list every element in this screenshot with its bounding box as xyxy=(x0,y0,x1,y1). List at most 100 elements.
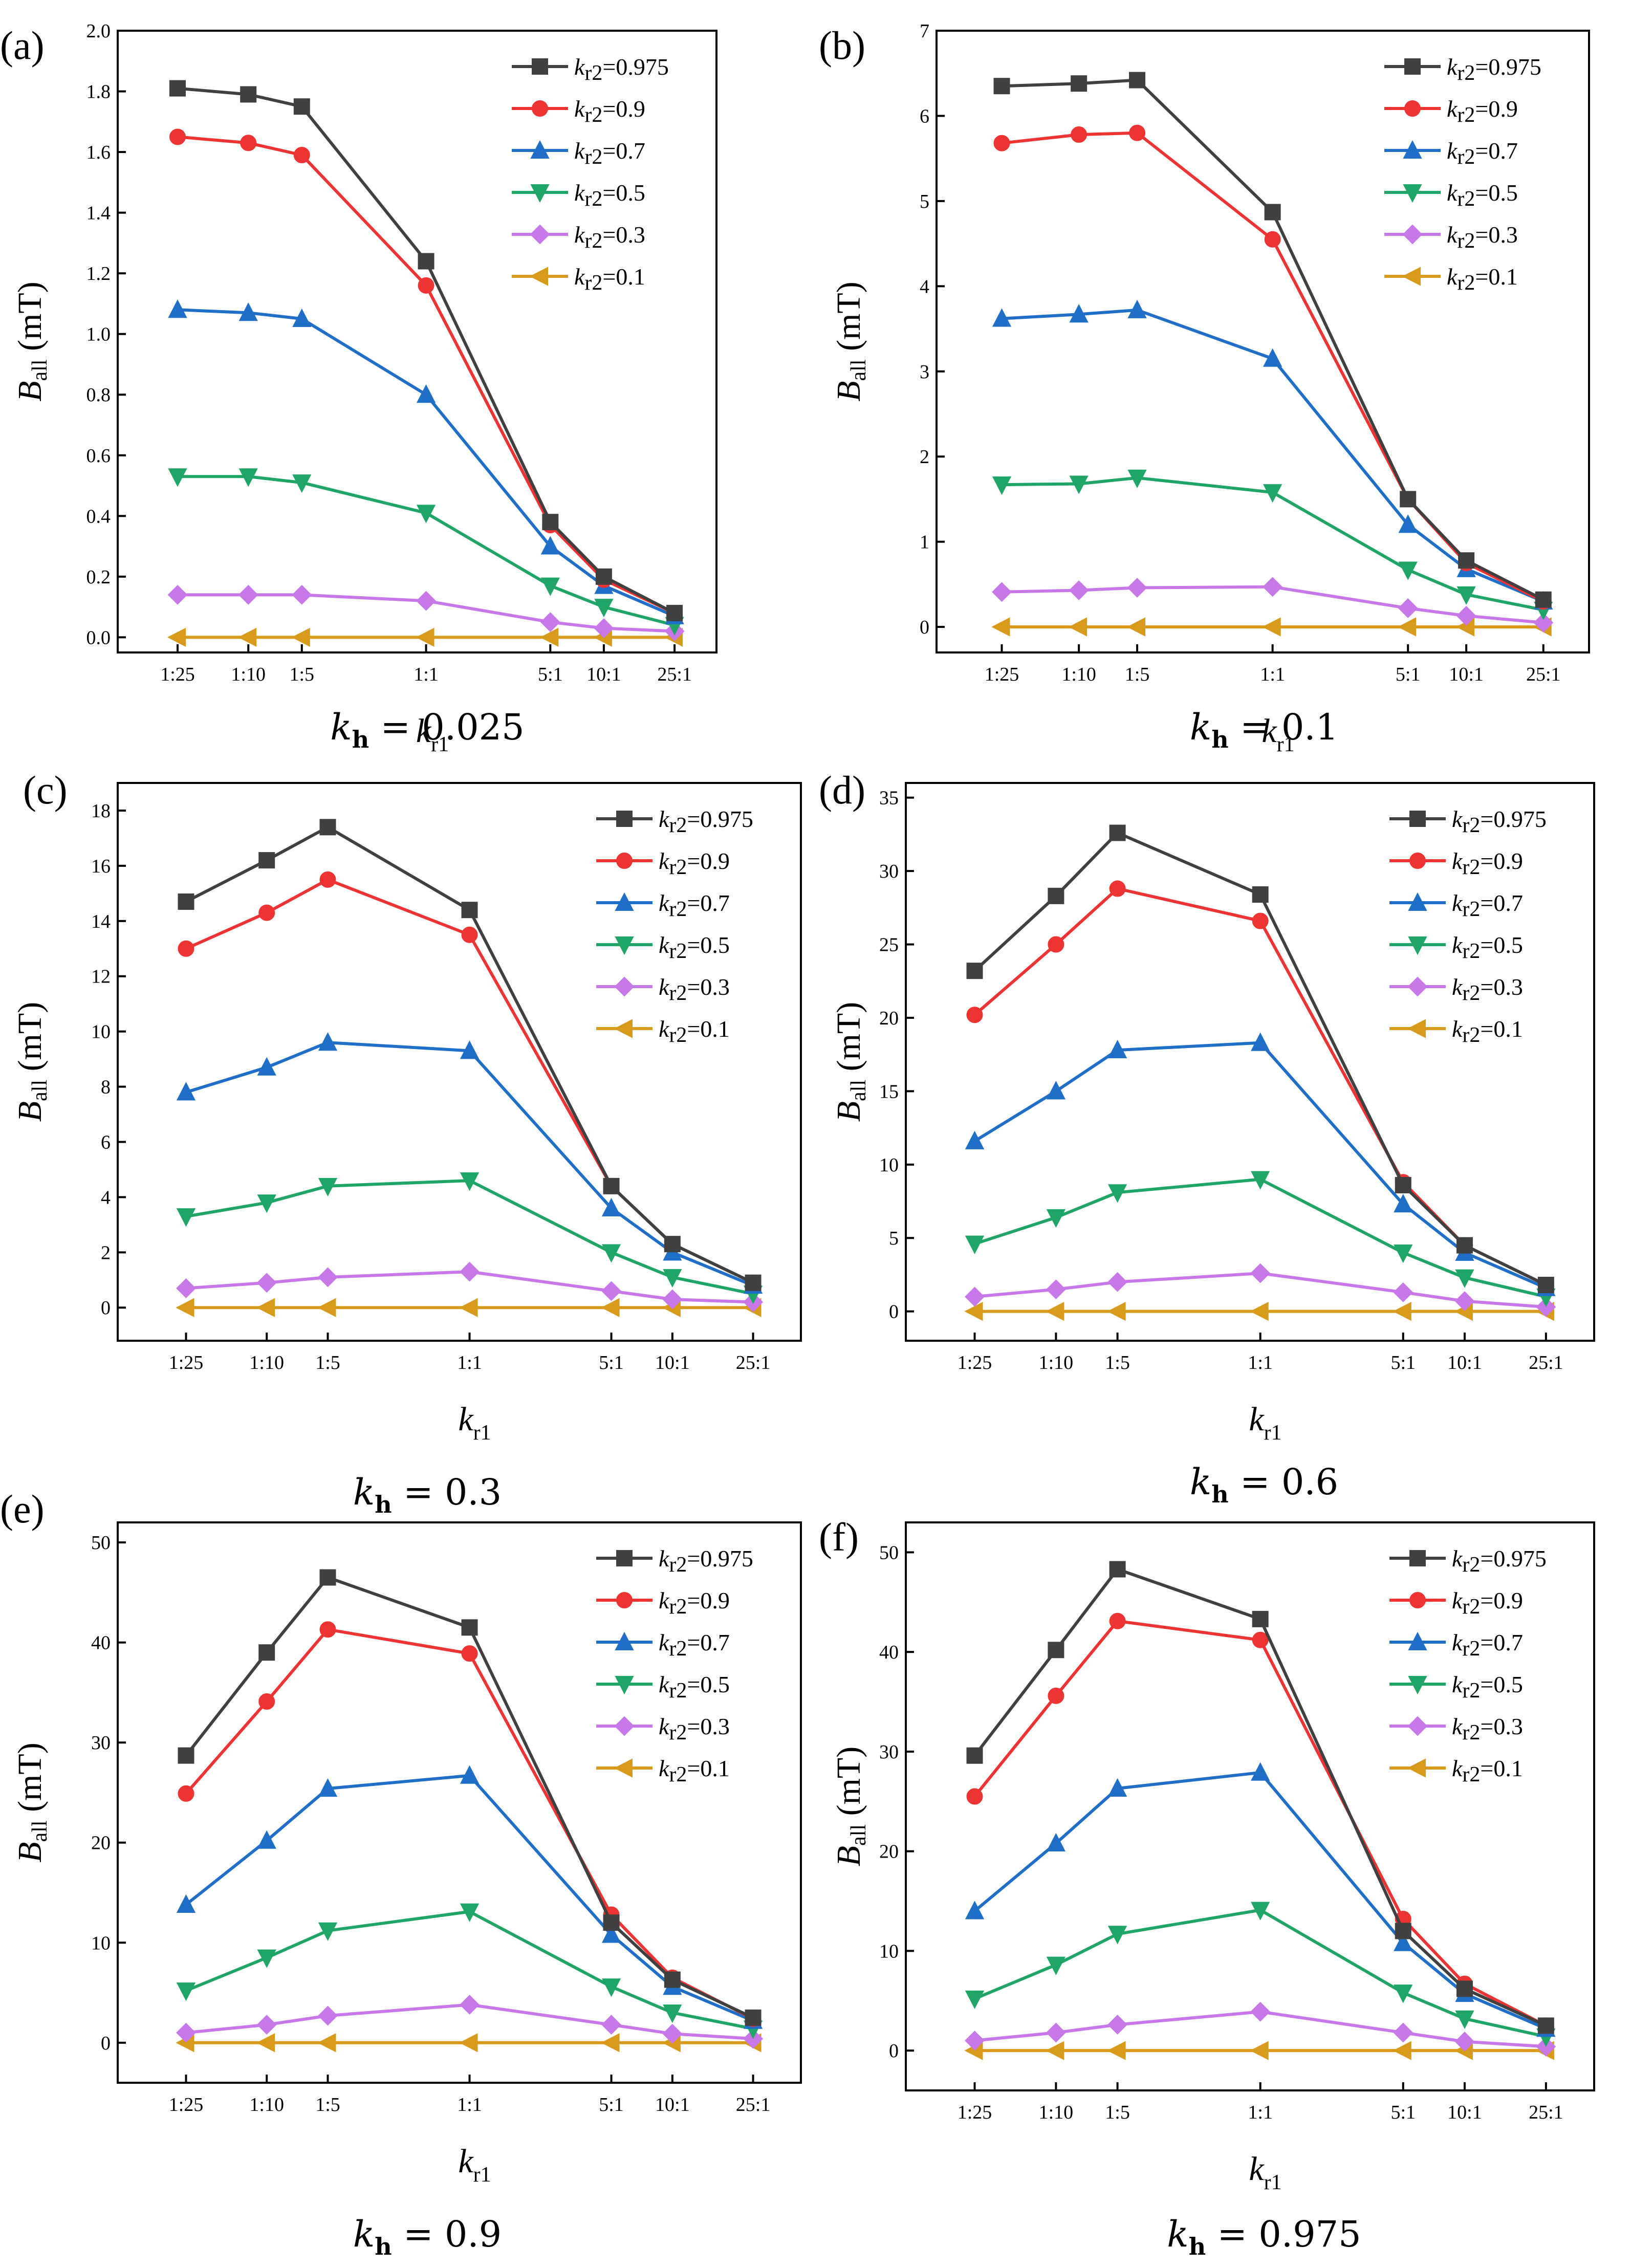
chart-panel-5: (e) 0 10 20 30 40 50 1:25 1:10 1:5 1:1 5:1 10:1 25:1 k… xyxy=(0,1487,802,2260)
legend-label: kr2=0.5 xyxy=(659,932,730,963)
data-point xyxy=(1071,75,1088,92)
x-tick-label: 1:25 xyxy=(169,2094,204,2116)
legend-marker xyxy=(615,1676,634,1695)
legend-label: kr2=0.3 xyxy=(574,222,645,253)
x-tick-label: 10:1 xyxy=(655,1352,690,1373)
data-point xyxy=(992,308,1012,327)
legend-entry: kr2=0.7 xyxy=(1389,1629,1523,1661)
legend-label: kr2=0.1 xyxy=(1452,1016,1523,1047)
data-point xyxy=(1455,2010,1474,2029)
data-point xyxy=(1456,1980,1473,1997)
data-point xyxy=(238,627,257,647)
data-point xyxy=(1109,1561,1126,1578)
x-tick-label: 1:1 xyxy=(457,2094,482,2116)
data-point xyxy=(663,2004,682,2023)
data-point xyxy=(256,1298,275,1317)
y-tick-label: 2.0 xyxy=(86,20,111,42)
data-point xyxy=(418,253,434,270)
data-point xyxy=(745,2009,762,2026)
x-tick-label: 1:1 xyxy=(414,664,439,685)
legend-label: kr2=0.7 xyxy=(574,138,645,169)
x-tick-label: 25:1 xyxy=(736,1352,771,1373)
plot-frame xyxy=(936,30,1590,653)
y-tick-label: 0.4 xyxy=(86,506,111,527)
legend-label: kr2=0.9 xyxy=(659,1587,730,1619)
plot-frame xyxy=(117,30,717,653)
legend-label: kr2=0.3 xyxy=(1452,974,1523,1005)
legend-label: kr2=0.1 xyxy=(1447,264,1518,295)
x-axis-title: kr1 xyxy=(1249,2150,1281,2194)
y-tick-label: 20 xyxy=(91,1833,111,1854)
data-point xyxy=(178,1747,194,1764)
data-point xyxy=(1458,552,1475,569)
data-point xyxy=(460,1172,480,1191)
data-point xyxy=(540,536,560,555)
legend-entry: kr2=0.975 xyxy=(1389,806,1547,837)
x-tick-label: 1:25 xyxy=(169,1352,204,1373)
data-point xyxy=(594,618,614,638)
y-tick-label: 10 xyxy=(879,1940,899,1962)
data-point xyxy=(1046,2041,1064,2060)
data-point xyxy=(1400,491,1417,508)
legend-marker xyxy=(615,892,634,911)
data-point xyxy=(601,2015,621,2035)
data-point xyxy=(292,584,312,605)
y-tick-label: 0 xyxy=(101,1297,111,1319)
y-axis-title: Ball (mT) xyxy=(830,1747,871,1866)
x-tick-label: 10:1 xyxy=(586,664,621,685)
data-point xyxy=(966,1747,983,1764)
series-line-4 xyxy=(965,2001,1556,2057)
series-line-0 xyxy=(169,80,683,621)
legend-marker xyxy=(1407,1758,1426,1778)
data-point xyxy=(1395,1176,1411,1193)
legend-marker xyxy=(616,853,633,869)
series-line-3 xyxy=(992,469,1553,620)
x-tick-label: 1:10 xyxy=(249,2094,284,2116)
legend-entry: kr2=0.3 xyxy=(1384,222,1518,253)
legend-label: kr2=0.5 xyxy=(659,1671,730,1703)
data-point xyxy=(1394,1194,1413,1213)
data-point xyxy=(1264,204,1281,221)
data-point xyxy=(257,1830,276,1849)
legend-entry: kr2=0.3 xyxy=(512,222,645,253)
legend-marker xyxy=(1403,140,1422,159)
legend-label: kr2=0.5 xyxy=(574,180,645,211)
x-tick-label: 5:1 xyxy=(599,2094,624,2116)
data-point xyxy=(993,135,1010,151)
data-point xyxy=(293,98,310,115)
legend-marker xyxy=(614,1019,633,1038)
data-point xyxy=(966,963,983,979)
data-point xyxy=(1127,469,1147,488)
legend-entry: kr2=0.1 xyxy=(1384,264,1518,295)
legend-marker xyxy=(616,1592,633,1608)
y-axis-title: Ball (mT) xyxy=(11,1002,52,1122)
y-tick-label: 25 xyxy=(879,934,899,956)
y-tick-label: 1.8 xyxy=(86,81,111,103)
x-tick-label: 1:5 xyxy=(1125,664,1150,685)
data-point xyxy=(258,1693,275,1710)
data-point xyxy=(461,1619,478,1636)
legend-marker xyxy=(1408,936,1427,955)
data-point xyxy=(257,1057,276,1076)
legend-entry: kr2=0.5 xyxy=(512,180,645,211)
data-point xyxy=(1107,1301,1126,1321)
legend-entry: kr2=0.7 xyxy=(596,1629,730,1661)
legend-label: kr2=0.1 xyxy=(659,1016,730,1047)
y-tick-label: 0 xyxy=(889,1301,899,1323)
data-point xyxy=(1251,1171,1270,1190)
data-point xyxy=(460,1261,480,1282)
chart-panel-3: (c) 0 2 4 6 8 10 12 14 16 18 1:25 1:10 1:5 1:1 5:1 10:1 2… xyxy=(11,768,802,1518)
legend-entry: kr2=0.7 xyxy=(596,890,730,921)
data-point xyxy=(461,1645,478,1662)
y-tick-label: 5 xyxy=(920,191,929,212)
legend-label: kr2=0.9 xyxy=(1452,1587,1523,1619)
data-point xyxy=(594,599,614,618)
data-point xyxy=(167,584,188,605)
data-point xyxy=(318,1177,338,1197)
data-point xyxy=(176,1082,196,1101)
data-point xyxy=(1048,1642,1064,1659)
data-point xyxy=(176,1982,196,2001)
data-point xyxy=(460,1040,480,1059)
legend-entry: kr2=0.9 xyxy=(1384,96,1518,127)
y-tick-label: 2 xyxy=(920,446,929,468)
